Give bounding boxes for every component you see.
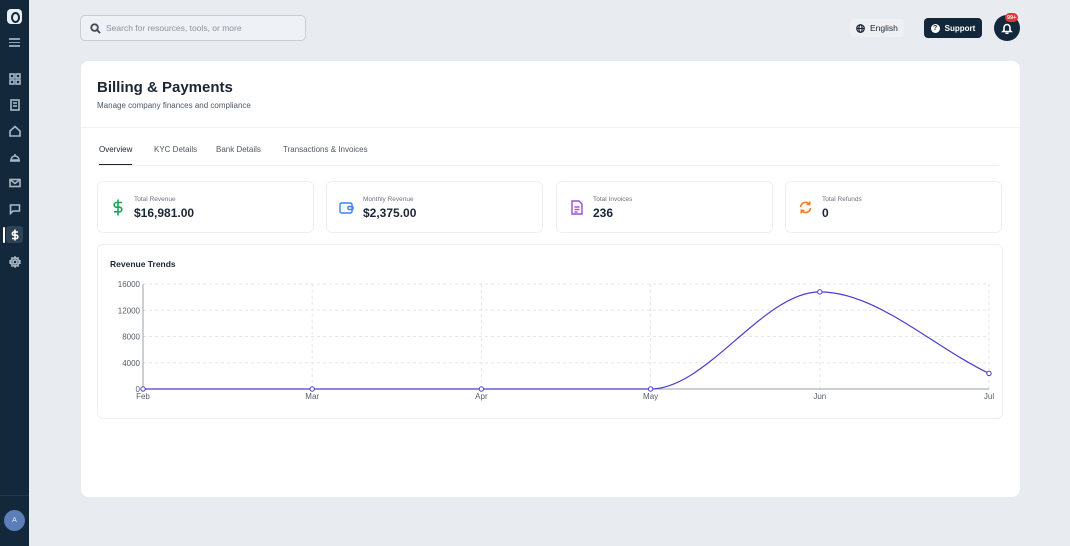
sidebar-item-companies[interactable]: [6, 96, 23, 113]
billing-card: Billing & Payments Manage company financ…: [81, 61, 1020, 497]
stat-label: Total Refunds: [822, 196, 862, 203]
stat-card-total-revenue: Total Revenue $16,981.00: [97, 181, 314, 233]
chat-icon: [9, 203, 20, 215]
menu-toggle-icon[interactable]: [9, 38, 20, 49]
sidebar-item-billing[interactable]: [6, 226, 23, 243]
home-icon: [8, 124, 21, 137]
user-avatar[interactable]: A: [4, 510, 25, 531]
data-point: [986, 370, 992, 377]
support-label: Support: [944, 23, 976, 33]
language-selector[interactable]: English: [850, 19, 904, 37]
search-icon: [90, 22, 101, 34]
sidebar-active-indicator: [3, 227, 5, 243]
sidebar-divider: [0, 495, 29, 496]
revenue-line: [143, 291, 990, 390]
data-point: [478, 386, 485, 392]
header-divider: [81, 127, 1020, 128]
y-tick-label: 8000: [122, 333, 140, 342]
data-point: [817, 289, 823, 295]
tab-transactions-invoices[interactable]: Transactions & Invoices: [283, 145, 368, 154]
building-icon: [9, 98, 20, 111]
stat-card-total-refunds: Total Refunds 0: [785, 181, 1002, 233]
language-label: English: [870, 23, 898, 33]
data-point: [647, 386, 654, 392]
stat-label: Monthly Revenue: [363, 196, 414, 203]
document-icon: [569, 199, 584, 216]
page-title: Billing & Payments: [97, 79, 233, 96]
x-tick-label: Jul: [984, 392, 994, 401]
settings-icon: [8, 255, 21, 268]
dollar-icon: [11, 229, 19, 240]
sidebar-item-messages[interactable]: [6, 200, 23, 217]
stat-value: $16,981.00: [134, 206, 195, 220]
data-point: [309, 386, 315, 392]
y-tick-label: 4000: [122, 359, 140, 368]
sidebar-item-settings[interactable]: [6, 253, 23, 270]
tab-bar: Overview KYC Details Bank Details Transa…: [97, 145, 999, 166]
sidebar-item-mail[interactable]: [6, 174, 23, 191]
help-icon: ?: [930, 23, 940, 33]
dashboard-icon: [8, 72, 21, 85]
revenue-trends-chart-card: Revenue Trends 0 4000 8000 12000 16000 Feb Mar…: [97, 244, 1003, 419]
bell-icon: [1001, 23, 1013, 34]
bell-service-icon: [9, 153, 20, 162]
page-subtitle: Manage company finances and compliance: [97, 101, 251, 110]
x-tick-label: May: [643, 392, 658, 401]
mail-icon: [8, 178, 21, 187]
y-tick-label: 16000: [118, 280, 141, 289]
search-bar[interactable]: [80, 15, 306, 41]
chart-title: Revenue Trends: [110, 259, 176, 269]
data-point: [140, 386, 146, 392]
y-tick-label: 12000: [118, 306, 141, 315]
y-tick-label: 0: [136, 385, 141, 394]
globe-icon: [856, 23, 865, 33]
tab-kyc-details[interactable]: KYC Details: [154, 145, 198, 154]
stat-label: Total Invoices: [593, 196, 633, 203]
search-input[interactable]: [106, 23, 296, 33]
x-tick-label: Feb: [136, 392, 150, 401]
dollar-icon: [110, 199, 125, 216]
refresh-icon: [798, 199, 813, 216]
x-tick-label: Jun: [813, 392, 826, 401]
stat-value: 236: [593, 206, 614, 220]
tab-bank-details[interactable]: Bank Details: [216, 145, 261, 154]
stat-value: 0: [822, 206, 829, 220]
tab-overview[interactable]: Overview: [99, 145, 133, 165]
stat-card-total-invoices: Total Invoices 236: [556, 181, 773, 233]
stat-value: $2,375.00: [363, 206, 417, 220]
sidebar-item-services[interactable]: [6, 148, 23, 165]
revenue-trends-chart: 0 4000 8000 12000 16000 Feb Mar Apr May Jun Jul: [118, 280, 995, 401]
stat-label: Total Revenue: [134, 196, 176, 203]
wallet-icon: [339, 199, 354, 216]
sidebar: A: [0, 0, 29, 546]
app-logo[interactable]: [7, 9, 22, 24]
sidebar-item-properties[interactable]: [6, 122, 23, 139]
support-button[interactable]: ? Support: [924, 18, 982, 38]
stat-card-monthly-revenue: Monthly Revenue $2,375.00: [326, 181, 543, 233]
notification-badge: 99+: [1005, 13, 1019, 22]
x-tick-label: Mar: [305, 392, 319, 401]
x-tick-label: Apr: [475, 392, 488, 401]
sidebar-item-dashboard[interactable]: [6, 70, 23, 87]
